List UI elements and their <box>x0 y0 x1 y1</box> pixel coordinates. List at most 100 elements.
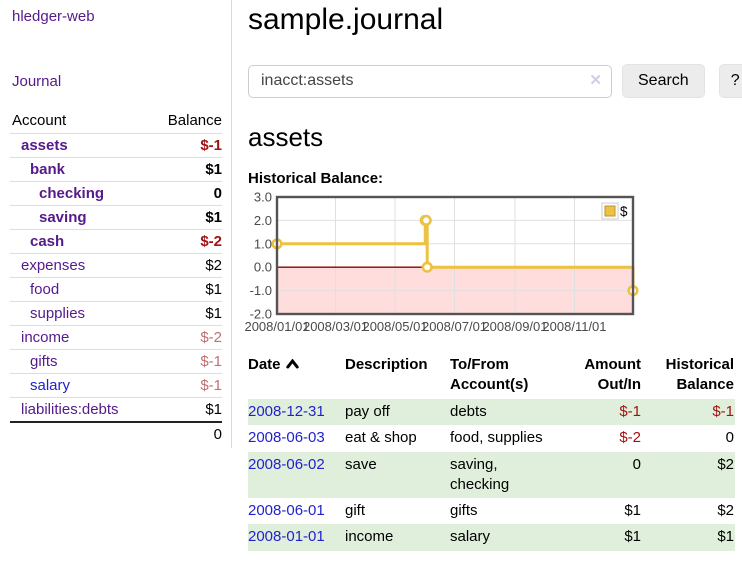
transaction-balance: 0 <box>725 429 734 447</box>
y-axis-tick-label: -1.0 <box>250 283 272 298</box>
account-balance: $-1 <box>149 373 222 398</box>
transaction-date-link[interactable]: 2008-06-01 <box>248 502 325 519</box>
transaction-date-link[interactable]: 2008-06-03 <box>248 429 325 447</box>
transaction-date-link[interactable]: 2008-12-31 <box>248 403 325 420</box>
transaction-accounts: salary <box>450 528 491 546</box>
main-content: sample.journal ✕ Search ? assets Histori… <box>232 0 742 551</box>
sidebar-account-link[interactable]: food <box>30 281 60 298</box>
plot-border <box>275 195 635 316</box>
accounts-header-balance: Balance <box>167 112 222 129</box>
y-axis-tick-label: -2.0 <box>250 307 272 322</box>
transaction-amount: $-2 <box>619 429 641 447</box>
transaction-amount: $1 <box>624 502 641 519</box>
account-row: assets $-1 <box>10 133 222 158</box>
sidebar-account-link[interactable]: gifts <box>30 353 58 370</box>
account-row: saving $1 <box>10 205 222 230</box>
x-axis-tick-label: 2008/05/01 <box>362 319 427 334</box>
register-header-amount: Amount Out/In <box>584 356 641 393</box>
historical-balance-chart[interactable]: $3.0 2.0 1.0 0.0 -1.0 -2.0 2008/01/01 2008/03/0… <box>244 190 742 340</box>
transaction-description: income <box>345 528 394 546</box>
register-row: 2008-06-02 save saving, checking 0 $2 <box>248 451 735 498</box>
sidebar-account-link[interactable]: liabilities:debts <box>21 401 119 418</box>
y-axis-tick-label: 3.0 <box>254 190 272 205</box>
sidebar-account-link[interactable]: cash <box>30 233 65 250</box>
accounts-header-account: Account <box>12 112 67 129</box>
account-balance: $-1 <box>149 349 222 374</box>
sidebar-account-link[interactable]: bank <box>30 161 66 178</box>
transaction-description: gift <box>345 502 366 519</box>
sidebar-account-link[interactable]: saving <box>39 209 87 226</box>
account-row: salary $-1 <box>10 373 222 398</box>
transaction-date-link[interactable]: 2008-06-02 <box>248 455 325 473</box>
x-axis-tick-label: 2008/11/01 <box>542 319 606 334</box>
sidebar-account-link[interactable]: supplies <box>30 305 86 322</box>
sidebar-account-link[interactable]: salary <box>30 377 71 394</box>
y-axis-tick-label: 0.0 <box>254 260 272 275</box>
sidebar-account-link[interactable]: assets <box>21 137 68 154</box>
account-balance: $-1 <box>149 133 222 158</box>
sidebar-item-journal[interactable]: Journal <box>12 73 62 90</box>
x-axis-tick-label: 2008/09/01 <box>482 319 547 334</box>
sidebar-account-link[interactable]: expenses <box>21 257 86 274</box>
transaction-accounts: food, supplies <box>450 429 543 447</box>
legend-swatch <box>604 205 616 217</box>
search-input[interactable] <box>248 64 612 98</box>
help-button[interactable]: ? <box>718 64 742 98</box>
account-heading: assets <box>248 122 324 152</box>
y-axis-tick-label: 2.0 <box>254 213 272 228</box>
account-row: gifts $-1 <box>10 349 222 374</box>
account-row: bank $1 <box>10 157 222 182</box>
data-point-marker <box>421 261 433 273</box>
account-balance: $1 <box>149 157 222 182</box>
brand-link[interactable]: hledger-web <box>12 8 95 25</box>
sidebar-account-link[interactable]: checking <box>39 185 105 202</box>
page-title: sample.journal <box>248 3 444 36</box>
account-balance: $2 <box>149 253 222 278</box>
search-button[interactable]: Search <box>622 64 705 98</box>
accounts-total-spacer <box>10 421 150 446</box>
accounts-total-value: 0 <box>149 421 222 446</box>
transaction-amount: 0 <box>632 455 641 473</box>
register-header-date[interactable]: Date <box>248 353 345 399</box>
transaction-balance: $-1 <box>712 403 734 420</box>
chart-legend: $ <box>601 202 628 220</box>
transaction-description: pay off <box>345 403 390 420</box>
account-row: cash $-2 <box>10 229 222 254</box>
transaction-accounts: debts <box>450 403 487 420</box>
chevron-up-icon <box>285 355 299 375</box>
transaction-date-link[interactable]: 2008-01-01 <box>248 528 325 546</box>
register-header-row: Date Description To/From Account(s) Amou… <box>248 353 735 399</box>
accounts-table: Account Balance assets $-1 bank $1 checking 0… <box>10 109 222 446</box>
transaction-description: eat & shop <box>345 429 417 447</box>
register-row: 2008-06-03 eat & shop food, supplies $-2 0 <box>248 425 735 451</box>
search-input-wrap: ✕ <box>248 64 612 98</box>
clear-search-icon[interactable]: ✕ <box>589 71 602 89</box>
account-balance: $1 <box>149 277 222 302</box>
register-row: 2008-06-01 gift gifts $1 $2 <box>248 498 735 524</box>
account-balance: 0 <box>149 181 222 206</box>
account-row: liabilities:debts $1 <box>10 397 222 422</box>
register-header-balance: Historical Balance <box>665 356 734 393</box>
transaction-balance: $2 <box>717 455 734 473</box>
app-root: hledger-web Journal Account Balance asse… <box>0 0 742 551</box>
transaction-accounts: saving, checking <box>450 455 510 493</box>
account-balance: $1 <box>149 205 222 230</box>
account-balance: $1 <box>149 397 222 422</box>
transaction-description: save <box>345 455 377 473</box>
register-header-description: Description <box>345 356 428 373</box>
sidebar: hledger-web Journal Account Balance asse… <box>0 0 232 448</box>
y-axis-tick-label: 1.0 <box>254 236 272 251</box>
balance-chart-svg: $3.0 2.0 1.0 0.0 -1.0 -2.02008/01/012008/03/0… <box>244 190 639 334</box>
x-axis-tick-label: 2008/07/01 <box>422 319 487 334</box>
account-balance: $-2 <box>149 229 222 254</box>
register-header-date-label: Date <box>248 356 281 373</box>
account-row: expenses $2 <box>10 253 222 278</box>
register-row: 2008-12-31 pay off debts $-1 $-1 <box>248 399 735 426</box>
account-balance: $-2 <box>149 325 222 350</box>
chart-title: Historical Balance: <box>248 170 384 187</box>
transaction-accounts: gifts <box>450 502 478 519</box>
data-point-marker <box>420 214 432 226</box>
account-row: income $-2 <box>10 325 222 350</box>
register-header-accounts: To/From Account(s) <box>450 356 529 393</box>
sidebar-account-link[interactable]: income <box>21 329 70 346</box>
